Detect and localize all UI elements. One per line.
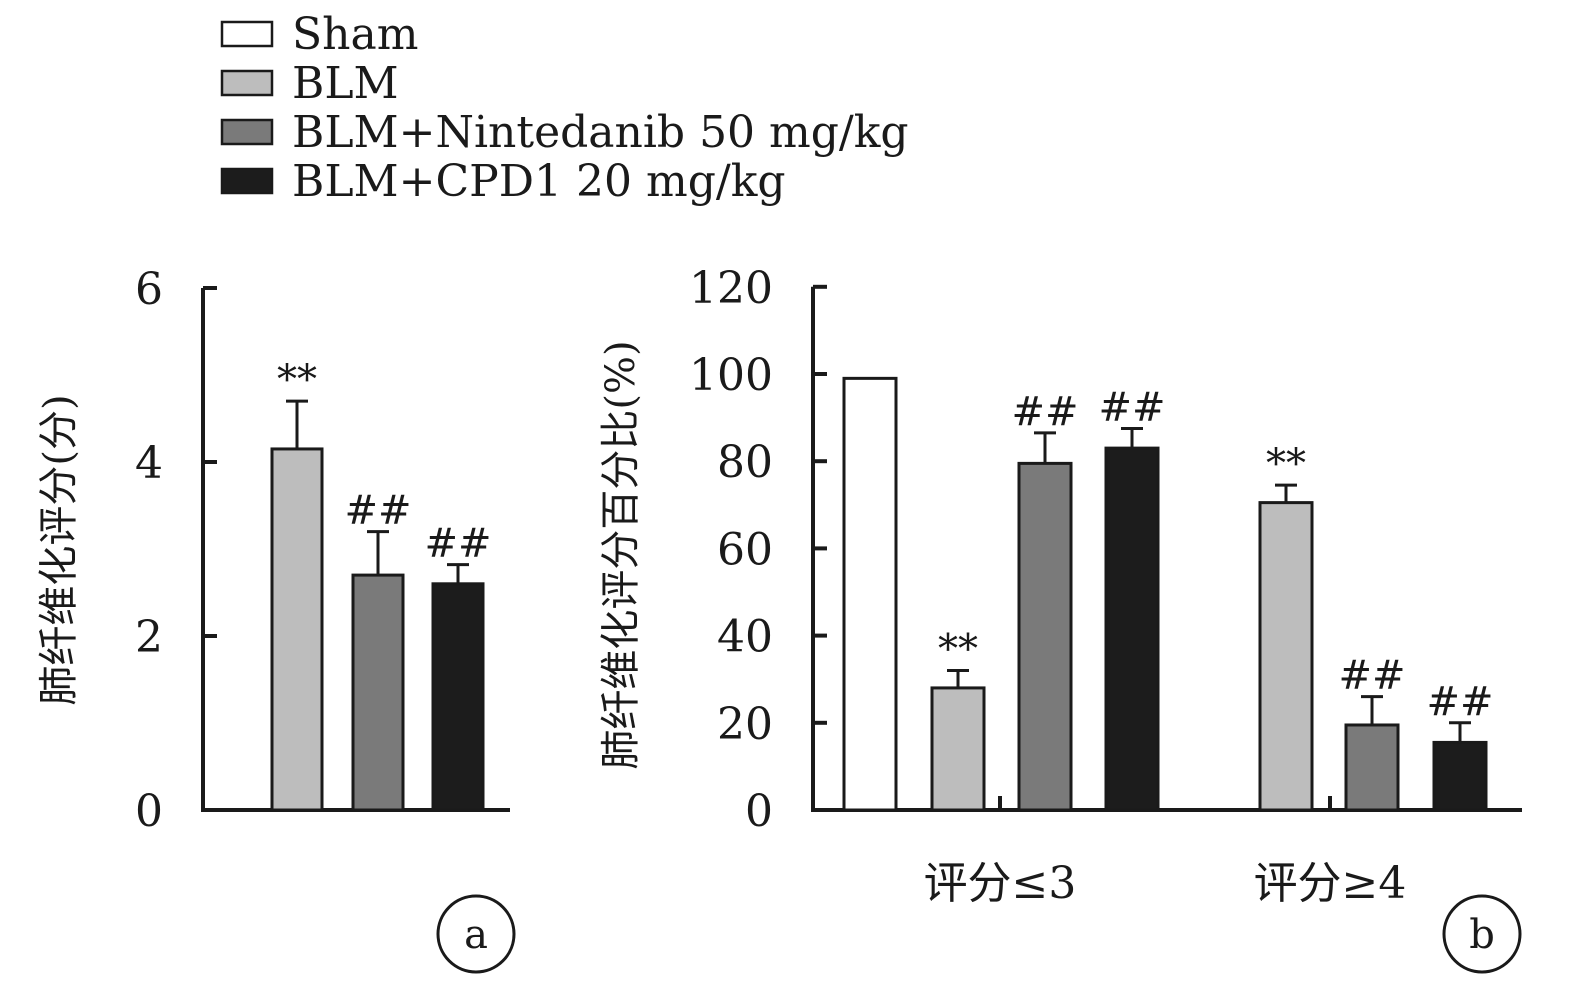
- legend-swatch-blm-nintedanib-50-mg-kg: [220, 118, 274, 146]
- panel-a-y-axis-label: 肺纤维化评分(分): [36, 394, 82, 705]
- panel-b-blm-cpd1-20-mg-kg-bar: [1104, 446, 1160, 812]
- panel-b-blm-significance-label: **: [1266, 441, 1306, 487]
- panel-a-blm-cpd1-20-mg-kg-bar: [431, 582, 485, 812]
- panel-b-blm-significance-label: **: [938, 626, 978, 672]
- panel-b-y-tick-label: 120: [689, 263, 773, 314]
- legend-label-blm-cpd1-20-mg-kg: BLM+CPD1 20 mg/kg: [292, 156, 786, 207]
- panel-b-y-tick-label: 40: [717, 612, 773, 663]
- panel-b-blm-cpd1-20-mg-kg-bar: [1432, 740, 1488, 812]
- panel-b-blm-cpd1-20-mg-kg-significance-label: ##: [1098, 385, 1165, 431]
- panel-b-y-tick-label: 100: [689, 350, 773, 401]
- panel-b-sham-bar: [842, 376, 898, 812]
- panel-a-blm-cpd1-20-mg-kg-significance-label: ##: [424, 521, 491, 567]
- panel-b-blm-nintedanib-50-mg-kg-significance-label: ##: [1011, 389, 1078, 435]
- panel-b-y-tick-label: 20: [717, 699, 773, 750]
- legend-label-sham: Sham: [292, 9, 418, 60]
- panel-b-blm-cpd1-20-mg-kg-significance-label: ##: [1426, 679, 1493, 725]
- panel-b-panel-circle: [1442, 894, 1522, 974]
- panel-a-y-tick-label: 4: [135, 438, 163, 489]
- panel-b-blm-nintedanib-50-mg-kg-significance-label: ##: [1338, 653, 1405, 699]
- panel-a-blm-significance-label: **: [277, 357, 317, 403]
- panel-b-blm-nintedanib-50-mg-kg-bar: [1344, 723, 1400, 812]
- panel-a-panel-circle: [436, 894, 516, 974]
- panel-a-blm-nintedanib-50-mg-kg-significance-label: ##: [344, 488, 411, 534]
- panel-b-blm-bar: [1258, 501, 1314, 812]
- panel-b-blm-bar: [930, 686, 986, 812]
- panel-b-y-tick-label: 80: [717, 437, 773, 488]
- panel-a-y-tick-label: 2: [135, 612, 163, 663]
- panel-b-category-label: 评分≥4: [1254, 858, 1407, 909]
- panel-b-chart: 0 20 40 60 80 100 120 肺纤维化评分百分比(%) 评分≤3 ** ## ## 评分≥…: [598, 263, 1522, 974]
- panel-a-panel-letter: a: [464, 912, 488, 958]
- legend-label-blm: BLM: [292, 58, 399, 109]
- panel-b-y-tick-label: 0: [745, 786, 773, 837]
- legend-swatch-blm: [220, 69, 274, 97]
- panel-a-y-tick-label: 6: [135, 264, 163, 315]
- legend-label-blm-nintedanib-50-mg-kg: BLM+Nintedanib 50 mg/kg: [292, 107, 909, 158]
- legend-swatch-blm-cpd1-20-mg-kg: [220, 167, 274, 195]
- panel-b-panel-letter: b: [1469, 912, 1495, 958]
- panel-b-y-tick-label: 60: [717, 524, 773, 575]
- panel-a-chart: 0 2 4 6 肺纤维化评分(分) ** ## ## a: [36, 264, 516, 974]
- panel-b-category-label: 评分≤3: [924, 858, 1077, 909]
- legend-swatch-sham: [220, 20, 274, 48]
- panel-b-y-axis-label: 肺纤维化评分百分比(%): [598, 340, 644, 769]
- panel-b-blm-nintedanib-50-mg-kg-bar: [1017, 461, 1073, 812]
- panel-a-blm-bar: [270, 447, 324, 812]
- panel-a-blm-nintedanib-50-mg-kg-bar: [351, 573, 405, 812]
- panel-a-y-tick-label: 0: [135, 786, 163, 837]
